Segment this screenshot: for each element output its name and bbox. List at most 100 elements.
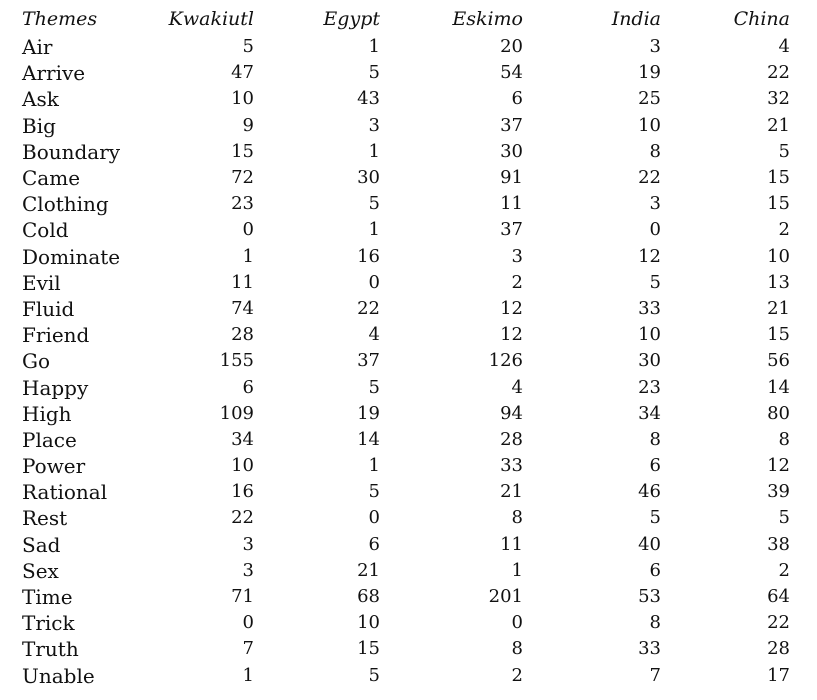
- cell-china: 5: [778, 140, 790, 162]
- cell-china: 13: [767, 271, 790, 293]
- cell-kwakiutl: 34: [231, 428, 254, 450]
- cell-egypt: 0: [368, 507, 380, 529]
- cell-eskimo: 2: [511, 271, 523, 293]
- cell-theme: Sex: [22, 558, 59, 583]
- cell-theme: Place: [22, 427, 77, 452]
- cell-india: 6: [649, 455, 661, 477]
- cell-china: 21: [767, 114, 790, 136]
- table-row: Happy 6 5 4 23 14: [22, 374, 790, 400]
- cell-china: 12: [767, 455, 790, 477]
- cell-egypt: 1: [368, 219, 380, 241]
- cell-india: 12: [638, 245, 661, 267]
- cell-kwakiutl: 71: [231, 586, 254, 608]
- cell-egypt: 5: [368, 193, 380, 215]
- cell-india: 3: [649, 193, 661, 215]
- column-header-kwakiutl: Kwakiutl: [168, 8, 254, 30]
- cell-theme: Truth: [22, 637, 79, 662]
- cell-eskimo: 6: [511, 88, 523, 110]
- cell-india: 19: [638, 62, 661, 84]
- cell-theme: Rest: [22, 506, 68, 531]
- cell-egypt: 30: [357, 167, 380, 189]
- cell-kwakiutl: 3: [242, 533, 254, 555]
- cell-eskimo: 91: [500, 167, 523, 189]
- cell-theme: High: [22, 401, 72, 426]
- cell-eskimo: 11: [500, 193, 523, 215]
- cell-india: 23: [638, 376, 661, 398]
- cell-kwakiutl: 28: [231, 324, 254, 346]
- cell-china: 32: [767, 88, 790, 110]
- cell-theme: Boundary: [22, 139, 121, 164]
- cell-eskimo: 201: [488, 586, 523, 608]
- cell-eskimo: 11: [500, 533, 523, 555]
- cell-india: 10: [638, 114, 661, 136]
- cell-kwakiutl: 1: [242, 664, 254, 686]
- table-row: Air 5 1 20 3 4: [22, 34, 790, 60]
- cell-eskimo: 54: [500, 62, 523, 84]
- cell-egypt: 5: [368, 481, 380, 503]
- table-row: Trick 0 10 0 8 22: [22, 610, 790, 636]
- cell-china: 5: [778, 507, 790, 529]
- table-row: Boundary 15 1 30 8 5: [22, 139, 790, 165]
- cell-china: 22: [767, 612, 790, 634]
- cell-eskimo: 37: [500, 114, 523, 136]
- table-row: Clothing 23 5 11 3 15: [22, 191, 790, 217]
- column-header-egypt: Egypt: [323, 8, 380, 30]
- cell-china: 15: [767, 167, 790, 189]
- table-row: Dominate 1 16 3 12 10: [22, 244, 790, 270]
- cell-china: 10: [767, 245, 790, 267]
- table-body: Air 5 1 20 3 4 Arrive 47 5 54 19 22 Ask 10 43 6 25 32 Big 9…: [22, 34, 790, 689]
- cell-kwakiutl: 22: [231, 507, 254, 529]
- cell-eskimo: 28: [500, 428, 523, 450]
- cell-india: 3: [649, 36, 661, 58]
- cell-india: 8: [649, 428, 661, 450]
- cell-eskimo: 4: [511, 376, 523, 398]
- cell-india: 22: [638, 167, 661, 189]
- cell-egypt: 43: [357, 88, 380, 110]
- cell-eskimo: 33: [500, 455, 523, 477]
- cell-india: 5: [649, 507, 661, 529]
- cell-china: 80: [767, 402, 790, 424]
- cell-egypt: 15: [357, 638, 380, 660]
- table-row: Evil 11 0 2 5 13: [22, 270, 790, 296]
- cell-china: 64: [767, 586, 790, 608]
- table-row: Friend 28 4 12 10 15: [22, 322, 790, 348]
- cell-eskimo: 126: [488, 350, 523, 372]
- cell-india: 7: [649, 664, 661, 686]
- cell-eskimo: 12: [500, 297, 523, 319]
- cell-india: 8: [649, 140, 661, 162]
- cell-eskimo: 1: [511, 559, 523, 581]
- cell-india: 10: [638, 324, 661, 346]
- cell-china: 56: [767, 350, 790, 372]
- cell-eskimo: 2: [511, 664, 523, 686]
- cell-india: 6: [649, 559, 661, 581]
- cell-china: 21: [767, 297, 790, 319]
- cell-egypt: 19: [357, 402, 380, 424]
- table-row: Place 34 14 28 8 8: [22, 427, 790, 453]
- cell-theme: Air: [22, 35, 53, 60]
- cell-kwakiutl: 7: [242, 638, 254, 660]
- cell-kwakiutl: 10: [231, 455, 254, 477]
- cell-egypt: 5: [368, 376, 380, 398]
- cell-egypt: 5: [368, 62, 380, 84]
- table-row: Truth 7 15 8 33 28: [22, 636, 790, 662]
- cell-egypt: 21: [357, 559, 380, 581]
- cell-china: 38: [767, 533, 790, 555]
- cell-china: 2: [778, 559, 790, 581]
- cell-eskimo: 0: [511, 612, 523, 634]
- cell-eskimo: 94: [500, 402, 523, 424]
- cell-kwakiutl: 74: [231, 297, 254, 319]
- cell-eskimo: 12: [500, 324, 523, 346]
- cell-egypt: 10: [357, 612, 380, 634]
- themes-frequency-table: Themes Kwakiutl Egypt Eskimo India China…: [22, 4, 790, 689]
- table-row: Power 10 1 33 6 12: [22, 453, 790, 479]
- cell-theme: Power: [22, 454, 86, 479]
- table-row: Go 155 37 126 30 56: [22, 348, 790, 374]
- cell-china: 2: [778, 219, 790, 241]
- cell-china: 28: [767, 638, 790, 660]
- cell-kwakiutl: 1: [242, 245, 254, 267]
- cell-india: 5: [649, 271, 661, 293]
- cell-eskimo: 37: [500, 219, 523, 241]
- cell-theme: Came: [22, 166, 81, 191]
- cell-theme: Clothing: [22, 192, 109, 217]
- cell-theme: Unable: [22, 663, 95, 688]
